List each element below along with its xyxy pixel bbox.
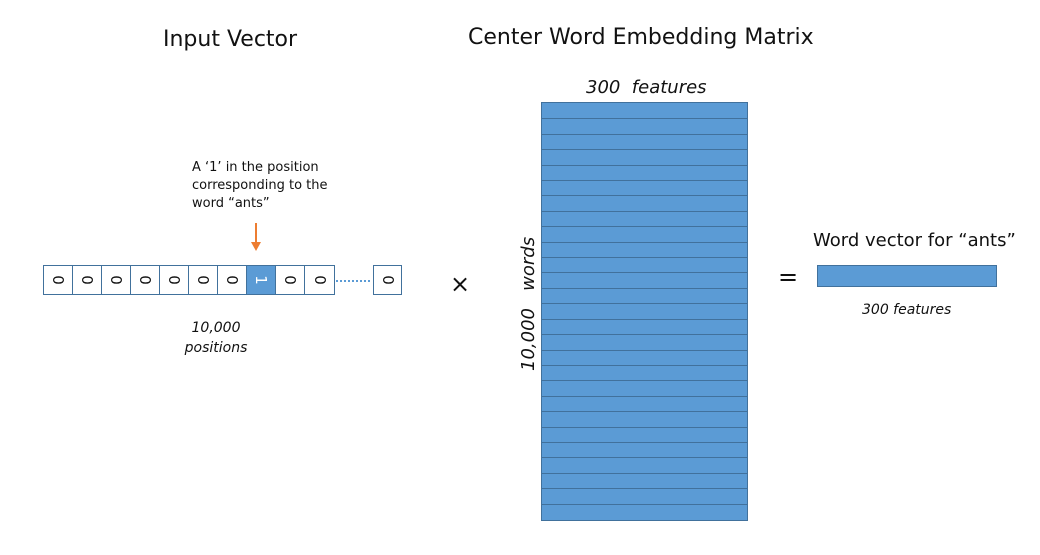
matrix-row-divider [542,334,747,336]
word-vector-caption: 300 features [862,302,952,318]
vector-last-cell: 0 [373,265,402,295]
matrix-row-divider [542,133,747,135]
matrix-row-divider [542,318,747,320]
matrix-row-divider [542,503,747,505]
matrix-row-divider [542,411,747,413]
multiply-sign: × [450,270,471,298]
arrow-shaft [255,223,257,243]
vector-cell-value: 0 [48,275,67,285]
vector-cell: 0 [44,266,73,294]
vector-cell: 0 [131,266,160,294]
matrix-row-divider [542,257,747,259]
matrix-row-divider [542,426,747,428]
matrix-row-divider [542,441,747,443]
matrix-row-divider [542,241,747,243]
matrix-row-divider [542,457,747,459]
arrow-down-icon [251,242,261,251]
matrix-row-divider [542,210,747,212]
vector-cell-value: 0 [193,275,212,285]
vector-cell-value: 0 [222,275,241,285]
input-vector-title: Input Vector [163,27,298,52]
vector-cell-value: 0 [135,275,154,285]
vector-cell: 0 [218,266,247,294]
matrix-row-divider [542,287,747,289]
matrix-row-divider [542,272,747,274]
matrix-features-label: 300 features [586,77,707,98]
vector-cell: 0 [73,266,102,294]
vector-cell: 0 [102,266,131,294]
matrix-row-divider [542,118,747,120]
matrix-row-divider [542,195,747,197]
vector-cell-value: 0 [106,275,125,285]
embedding-matrix-title: Center Word Embedding Matrix [468,25,814,50]
matrix-row-divider [542,488,747,490]
matrix-row-divider [542,180,747,182]
matrix-row-divider [542,226,747,228]
word-vector-label: Word vector for “ants” [813,230,1016,251]
ellipsis-dots [336,280,370,282]
equals-sign: = [778,263,799,291]
matrix-row-divider [542,364,747,366]
matrix-row-divider [542,380,747,382]
vector-cell-value: 0 [77,275,96,285]
matrix-row-divider [542,164,747,166]
vector-cell-value: 1 [251,275,270,285]
matrix-row-divider [542,395,747,397]
vector-hot-cell: 1 [247,266,276,294]
matrix-row-divider [542,349,747,351]
word-vector-bar [817,265,997,287]
vector-cell: 0 [189,266,218,294]
vector-cell: 0 [276,266,305,294]
positions-caption: 10,000 positions [184,320,248,356]
vector-cell: 0 [160,266,189,294]
vector-last-cell-value: 0 [378,275,397,285]
matrix-row-divider [542,303,747,305]
vector-cell: 0 [305,266,334,294]
vector-cell-value: 0 [164,275,183,285]
vector-cell-value: 0 [280,275,299,285]
vector-cell-value: 0 [310,275,329,285]
one-hot-annotation: A ‘1’ in the position corresponding to t… [192,160,328,211]
matrix-row-divider [542,149,747,151]
matrix-row-divider [542,472,747,474]
embedding-matrix [541,102,748,521]
matrix-words-label: 10,000 words [518,236,539,371]
